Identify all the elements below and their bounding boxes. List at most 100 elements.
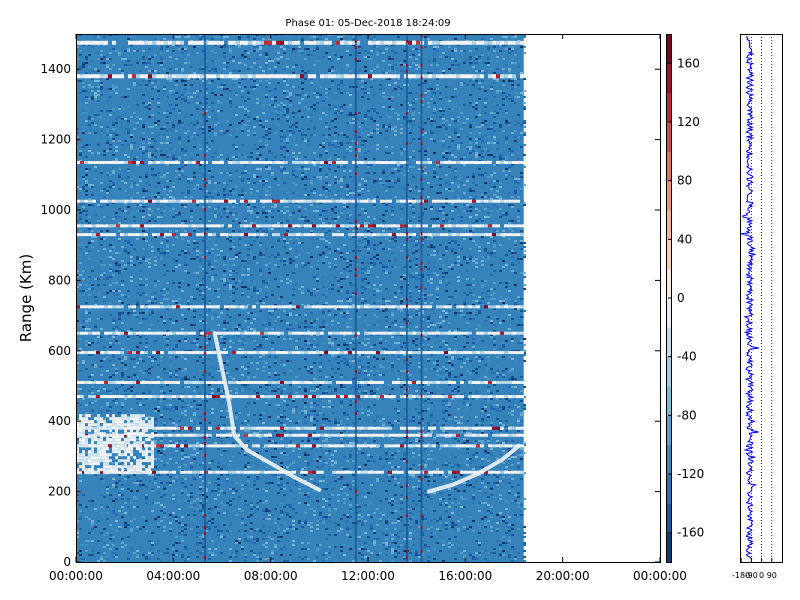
heatmap-cell — [94, 132, 97, 134]
heatmap-cell — [220, 390, 223, 392]
heatmap-cell — [190, 506, 193, 508]
heatmap-cell — [187, 404, 190, 406]
heatmap-cell — [130, 420, 133, 422]
heatmap-cell — [166, 240, 169, 242]
heatmap-cell — [127, 48, 130, 50]
heatmap-cell — [172, 156, 175, 158]
heatmap-cell — [316, 176, 319, 178]
heatmap-cell — [127, 388, 130, 390]
heatmap-cell — [202, 516, 205, 518]
heatmap-cell — [316, 92, 319, 94]
heatmap-cell — [247, 92, 250, 94]
heatmap-cell — [94, 68, 97, 70]
heatmap-cell — [115, 520, 118, 522]
heatmap-cell — [172, 196, 175, 198]
heatmap-cell — [181, 436, 184, 438]
heatmap-cell — [79, 262, 82, 264]
heatmap-cell — [148, 258, 151, 260]
heatmap-cell — [325, 484, 328, 486]
heatmap-cell — [178, 70, 181, 72]
heatmap-cell — [244, 156, 247, 158]
heatmap-cell — [124, 390, 127, 392]
heatmap-cell — [301, 286, 304, 288]
heatmap-cell — [181, 416, 184, 418]
heatmap-cell — [175, 68, 178, 70]
heatmap-cell — [286, 126, 289, 128]
heatmap-cell — [196, 144, 199, 146]
heatmap-cell — [289, 516, 292, 518]
heatmap-cell — [286, 54, 289, 56]
heatmap-cell — [325, 398, 328, 400]
heatmap-cell — [241, 188, 244, 190]
heatmap-cell — [118, 88, 121, 90]
heatmap-cell — [259, 168, 262, 170]
heatmap-cell — [253, 132, 256, 134]
heatmap-cell — [319, 202, 322, 204]
heatmap-cell — [313, 458, 316, 460]
heatmap-cell — [289, 214, 292, 216]
heatmap-cell — [133, 122, 136, 124]
heatmap-cell — [241, 348, 244, 350]
heatmap-cell — [229, 258, 232, 260]
heatmap-cell — [190, 178, 193, 180]
heatmap-cell — [133, 84, 136, 86]
heatmap-cell — [250, 512, 253, 514]
heatmap-cell — [184, 252, 187, 254]
heatmap-cell — [121, 506, 124, 508]
heatmap-cell — [274, 536, 277, 538]
heatmap-cell — [271, 172, 274, 174]
heatmap-cell — [214, 490, 217, 492]
heatmap-cell — [166, 384, 169, 386]
heatmap-cell — [148, 262, 151, 264]
heatmap-cell — [106, 204, 109, 206]
heatmap-cell — [148, 108, 151, 110]
heatmap-cell — [193, 124, 196, 126]
heatmap-cell — [283, 448, 286, 450]
heatmap-cell — [124, 204, 127, 206]
heatmap-cell — [307, 414, 310, 416]
heatmap-cell — [232, 78, 235, 80]
heatmap-cell — [133, 374, 136, 376]
heatmap-cell — [307, 288, 310, 290]
heatmap-cell — [244, 540, 247, 542]
heatmap-cell — [301, 128, 304, 130]
heatmap-cell — [229, 248, 232, 250]
heatmap-cell — [241, 82, 244, 84]
heatmap-cell — [196, 132, 199, 134]
heatmap-cell — [316, 528, 319, 530]
heatmap-cell — [325, 196, 328, 198]
heatmap-cell — [292, 170, 295, 172]
heatmap-cell — [157, 134, 160, 136]
heatmap-cell — [274, 204, 277, 206]
heatmap-cell — [142, 516, 145, 518]
heatmap-cell — [199, 500, 202, 502]
heatmap-cell — [265, 296, 268, 298]
heatmap-cell — [112, 172, 115, 174]
heatmap-cell — [121, 544, 124, 546]
heatmap-cell — [193, 188, 196, 190]
heatmap-cell — [178, 490, 181, 492]
heatmap-cell — [79, 510, 82, 512]
heatmap-cell — [283, 530, 286, 532]
heatmap-cell — [160, 356, 163, 358]
heatmap-cell — [199, 138, 202, 140]
heatmap-cell — [193, 272, 196, 274]
heatmap-cell — [268, 166, 271, 168]
heatmap-cell — [268, 38, 271, 40]
heatmap-cell — [301, 442, 304, 444]
heatmap-cell — [295, 392, 298, 394]
heatmap-cell — [310, 46, 313, 48]
heatmap-cell — [148, 102, 151, 104]
heatmap-cell — [235, 430, 238, 432]
heatmap-cell — [172, 442, 175, 444]
heatmap-cell — [307, 496, 310, 498]
heatmap-cell — [121, 144, 124, 146]
heatmap-cell — [307, 286, 310, 288]
heatmap-cell — [274, 72, 277, 74]
heatmap-cell — [229, 490, 232, 492]
heatmap-cell — [181, 80, 184, 82]
heatmap-cell — [280, 416, 283, 418]
heatmap-cell — [199, 486, 202, 488]
heatmap-cell — [244, 556, 247, 558]
heatmap-cell — [100, 410, 103, 412]
